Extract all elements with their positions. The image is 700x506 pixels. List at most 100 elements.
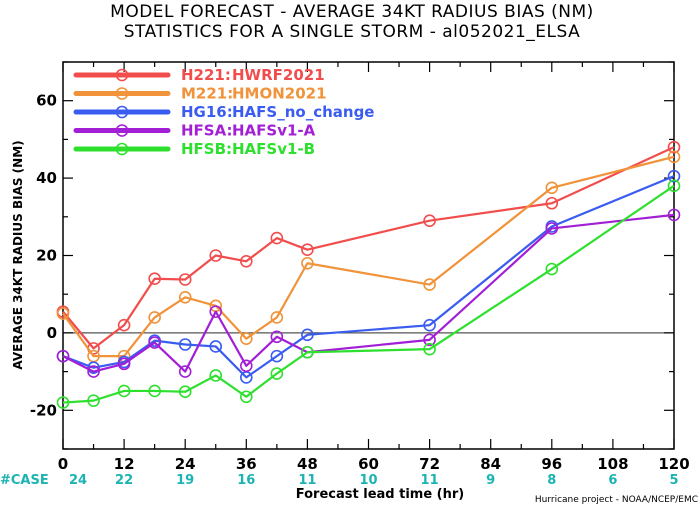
data-point <box>240 390 253 404</box>
case-count: 8 <box>547 473 556 488</box>
data-point <box>270 367 284 380</box>
legend-entry: HG16: HAFS_no_change <box>73 103 374 121</box>
data-point <box>667 179 681 193</box>
series-layer <box>56 140 681 409</box>
x-tick-label: 36 <box>236 455 257 473</box>
legend-code: H221: <box>181 66 231 84</box>
data-point <box>87 394 100 407</box>
legend-code: HFSB: <box>181 140 232 158</box>
case-count: 22 <box>115 473 133 488</box>
x-tick-label: 60 <box>358 455 379 473</box>
data-point <box>270 330 284 344</box>
legend-entry: HFSB: HAFSv1-B <box>73 140 315 158</box>
series-HAFSv1-A <box>56 208 681 378</box>
data-point <box>667 140 681 154</box>
y-tick-label: 60 <box>36 92 57 110</box>
series-line <box>62 184 675 404</box>
case-count: 24 <box>69 473 87 488</box>
case-count: 6 <box>608 473 617 488</box>
series-HAFSv1-B <box>56 179 681 409</box>
data-point <box>545 222 559 235</box>
data-point <box>423 342 436 356</box>
data-point <box>56 349 70 363</box>
case-count: 10 <box>359 473 377 488</box>
chart-title: MODEL FORECAST - AVERAGE 34KT RADIUS BIA… <box>110 2 594 22</box>
data-point <box>240 359 253 373</box>
data-point <box>545 196 559 210</box>
series-line <box>62 175 675 379</box>
data-point <box>545 181 559 195</box>
data-point <box>148 384 161 398</box>
data-point <box>667 208 681 222</box>
legend-code: M221: <box>181 85 233 103</box>
data-point <box>87 365 100 378</box>
y-axis-ticks: -20 0 20 40 60 <box>30 61 674 450</box>
x-tick-label: 96 <box>541 455 562 473</box>
data-point <box>56 396 70 409</box>
data-point <box>209 369 223 382</box>
case-count: 11 <box>421 473 439 488</box>
chart-subtitle: STATISTICS FOR A SINGLE STORM - al052021… <box>124 22 581 42</box>
data-point <box>270 311 284 324</box>
y-tick-label: 0 <box>47 324 57 342</box>
legend-code: HFSA: <box>181 122 233 140</box>
legend-name: HAFS_no_change <box>232 103 374 121</box>
legend-name: HMON2021 <box>232 85 327 103</box>
y-tick-label: -20 <box>30 401 57 419</box>
case-count: 9 <box>486 473 495 488</box>
series-line <box>62 155 675 358</box>
data-point <box>667 150 681 164</box>
data-point <box>148 336 161 349</box>
x-axis-ticks: 0 12 24 36 48 60 72 84 96 108 120 <box>58 62 690 473</box>
legend-name: HAFSv1-A <box>232 122 316 140</box>
legend-marker <box>115 124 129 137</box>
data-point <box>240 332 253 346</box>
y-tick-label: 40 <box>36 169 57 187</box>
x-tick-label: 48 <box>297 455 318 473</box>
case-count: 11 <box>298 473 316 488</box>
legend-marker <box>115 105 129 119</box>
data-point <box>56 307 70 320</box>
data-point <box>667 169 681 183</box>
data-point <box>178 365 192 378</box>
legend-name: HAFSv1-B <box>232 140 315 158</box>
data-point <box>117 357 131 371</box>
data-point <box>178 290 192 304</box>
x-tick-label: 12 <box>114 455 135 473</box>
data-point <box>423 214 436 227</box>
case-count: 5 <box>669 473 678 488</box>
x-tick-label: 72 <box>419 455 440 473</box>
legend-entry: HFSA: HAFSv1-A <box>73 122 316 140</box>
credit-text: Hurricane project - NOAA/NCEP/EMC <box>535 495 698 505</box>
data-point <box>209 249 223 262</box>
data-point <box>240 255 253 268</box>
data-point <box>301 328 314 342</box>
case-count: 16 <box>237 473 255 488</box>
data-point <box>117 384 131 398</box>
legend-name: HWRF2021 <box>232 66 325 84</box>
legend-marker <box>115 68 129 82</box>
x-tick-label: 24 <box>175 455 196 473</box>
legend-entry: M221:HMON2021 <box>73 85 327 103</box>
data-point <box>301 345 314 359</box>
x-tick-label: 108 <box>597 455 628 473</box>
data-point <box>178 273 192 286</box>
legend-marker <box>115 87 129 100</box>
data-point <box>148 311 161 324</box>
data-point <box>270 349 284 363</box>
data-point <box>117 318 131 332</box>
series-HMON2021 <box>56 150 681 363</box>
legend-marker <box>115 142 129 156</box>
x-tick-label: 120 <box>658 455 689 473</box>
case-count: 19 <box>176 473 194 488</box>
x-tick-label: 84 <box>480 455 501 473</box>
data-point <box>148 272 161 286</box>
data-point <box>209 340 223 353</box>
series-line <box>62 146 675 350</box>
data-point <box>423 333 436 347</box>
case-counts: 24 22 19 16 11 10 11 9 8 6 5 <box>69 473 679 488</box>
y-tick-label: 20 <box>36 247 57 265</box>
legend-entry: H221: HWRF2021 <box>73 66 325 84</box>
